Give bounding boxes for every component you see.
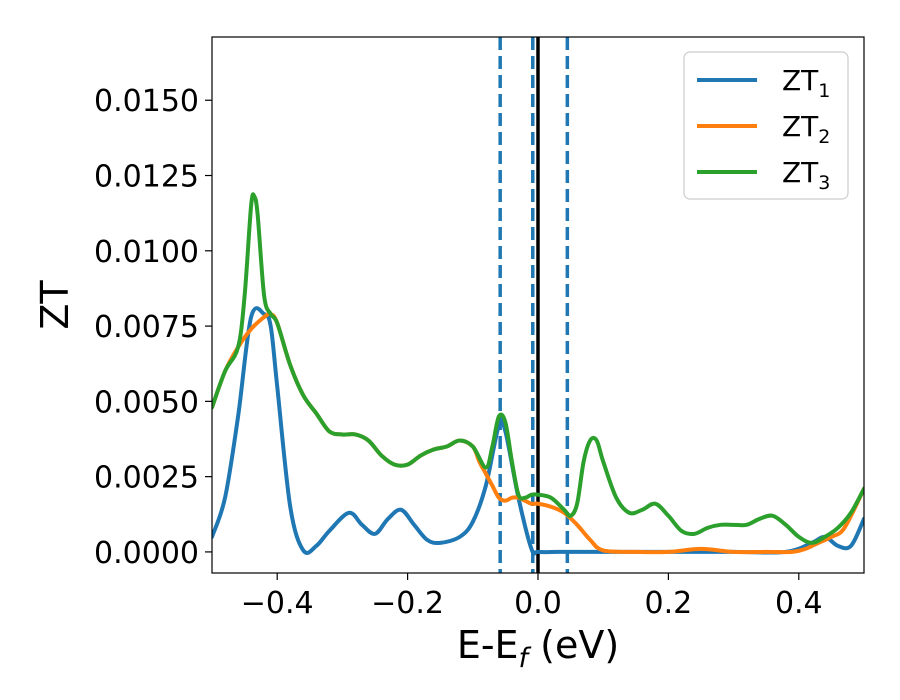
y-tick-label: 0.0000 xyxy=(94,536,199,571)
series-line-zt3 xyxy=(212,192,864,545)
y-axis-ticks: 0.0000 0.0025 0.0050 0.0075 0.0100 0.0125 0.01… xyxy=(94,84,212,571)
x-tick-label: 0.2 xyxy=(645,586,693,621)
y-tick-label: 0.0075 xyxy=(94,310,199,345)
y-tick-label: 0.0025 xyxy=(94,461,199,496)
y-tick-label: 0.0100 xyxy=(94,235,199,270)
x-tick-label: 0.0 xyxy=(514,586,562,621)
x-axis-ticks: −0.4 −0.2 0.0 0.2 0.4 xyxy=(241,573,823,621)
reference-lines xyxy=(498,37,570,573)
series-lines xyxy=(212,192,864,556)
y-axis-title: ZT xyxy=(33,280,77,330)
legend-label-zt3: ZT3 xyxy=(782,156,830,194)
y-tick-label: 0.0150 xyxy=(94,84,199,119)
x-tick-label: 0.4 xyxy=(775,586,823,621)
legend-label-zt1: ZT1 xyxy=(782,64,830,102)
legend: ZT1 ZT2 ZT3 xyxy=(683,51,849,200)
legend-frame xyxy=(683,51,849,200)
x-tick-label: −0.2 xyxy=(371,586,444,621)
legend-label-zt2: ZT2 xyxy=(782,110,830,148)
x-axis-title: E-Ef (eV) xyxy=(457,623,619,674)
y-tick-label: 0.0050 xyxy=(94,385,199,420)
x-tick-label: −0.4 xyxy=(241,586,314,621)
y-tick-label: 0.0125 xyxy=(94,160,199,195)
